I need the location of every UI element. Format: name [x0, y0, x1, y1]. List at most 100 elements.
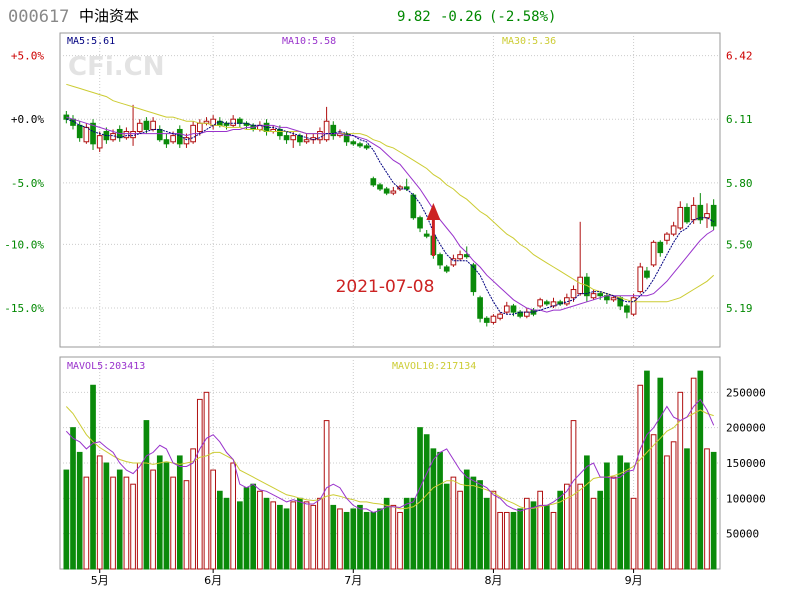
candle-body [443, 266, 450, 272]
candle-body [570, 289, 577, 299]
y-left-tick-label: -5.0% [11, 177, 44, 190]
candle-body [350, 141, 357, 145]
volume-tick-label: 50000 [726, 528, 759, 541]
volume-bar [357, 504, 363, 570]
volume-bar [417, 427, 423, 570]
legend-entry: MA10:5.58 [282, 36, 336, 47]
volume-bar [196, 398, 203, 570]
candle-body [450, 258, 457, 266]
stock-change: -0.26 [440, 9, 482, 25]
volume-bar [237, 501, 243, 570]
volume-bar [610, 476, 617, 570]
volume-bar [143, 420, 150, 570]
volume-bar [116, 469, 123, 570]
candle-body [76, 124, 83, 139]
volume-bar [123, 476, 130, 570]
volume-bar [630, 497, 637, 570]
volume-bar [477, 480, 483, 570]
candle-body [477, 297, 483, 319]
candle-body [664, 233, 670, 241]
candle-body [170, 135, 176, 143]
volume-bar [650, 434, 657, 570]
candle-body [143, 120, 150, 130]
candle-body [417, 217, 423, 229]
volume-bar [517, 508, 523, 570]
volume-bar [710, 451, 717, 570]
volume-bar [503, 511, 510, 570]
month-label: 8月 [484, 574, 502, 587]
candle-body [710, 204, 717, 227]
volume-bar [550, 511, 557, 570]
volume-bar [230, 462, 237, 570]
y-right-tick-label: 5.80 [726, 177, 753, 190]
candle-body [290, 135, 297, 141]
volume-bar [270, 501, 277, 570]
annotation-arrow-head [426, 203, 441, 220]
volume-bar [76, 451, 83, 570]
volume-bar [590, 497, 597, 570]
candle-body [577, 276, 584, 295]
ma30-line [66, 83, 715, 303]
volume-bar [323, 420, 330, 570]
legend-entry: MA30:5.36 [502, 36, 556, 47]
volume-bar [110, 476, 116, 570]
volume-bar [303, 501, 310, 570]
volume-bar [63, 469, 70, 570]
volume-axis-right: 250000 200000 150000 100000 50000 [726, 386, 766, 540]
candle-body [96, 135, 103, 149]
candle-body [383, 188, 390, 194]
volume-bar [423, 434, 430, 570]
y-left-tick-label: -10.0% [4, 238, 44, 251]
volume-bar [170, 476, 176, 570]
candle-body [470, 264, 477, 293]
volume-bar [283, 508, 290, 570]
volume-bar [690, 377, 697, 570]
candle-body [657, 241, 664, 254]
volume-bar [257, 490, 263, 570]
volume-bar [70, 427, 76, 570]
ma10-line [66, 116, 714, 313]
volume-bar [290, 501, 297, 570]
candle-body [650, 241, 657, 266]
volume-bar [310, 504, 317, 570]
volume-bar [664, 455, 670, 570]
volume-bar [377, 508, 383, 570]
candle-body [410, 194, 417, 219]
volume-bar [370, 511, 377, 570]
month-axis: 5月 6月 7月 8月 9月 [91, 569, 643, 587]
candle-body [390, 190, 397, 194]
stock-price: 9.82 [397, 9, 431, 25]
volume-bar [604, 462, 610, 570]
volume-bar [543, 504, 550, 570]
volume-bar [210, 469, 216, 570]
candle-body [397, 186, 403, 190]
volume-bar [263, 497, 270, 570]
volume-bar [443, 483, 450, 570]
candle-body [110, 133, 116, 141]
volume-bar [617, 455, 624, 570]
y-right-tick-label: 6.42 [726, 50, 753, 63]
volume-bar [383, 497, 390, 570]
candle-body [684, 206, 690, 223]
candle-body [617, 297, 624, 307]
volume-bar [176, 455, 183, 570]
price-grid [60, 33, 720, 347]
volume-bar [510, 511, 517, 570]
volume-bar [463, 469, 470, 570]
candle-body [457, 254, 463, 260]
candle-body [630, 297, 637, 315]
volume-bar [337, 508, 343, 570]
candle-body [277, 128, 283, 137]
volume-bar [644, 370, 650, 570]
volume-bar [450, 476, 457, 570]
candle-body [130, 131, 136, 139]
candle-body [136, 122, 143, 133]
volume-tick-label: 150000 [726, 457, 766, 470]
volume-bar [183, 480, 190, 570]
candle-body [230, 118, 237, 126]
volume-bar [437, 451, 443, 570]
volume-bar [250, 483, 257, 570]
volume-bar [350, 508, 357, 570]
volume-bar [657, 377, 664, 570]
